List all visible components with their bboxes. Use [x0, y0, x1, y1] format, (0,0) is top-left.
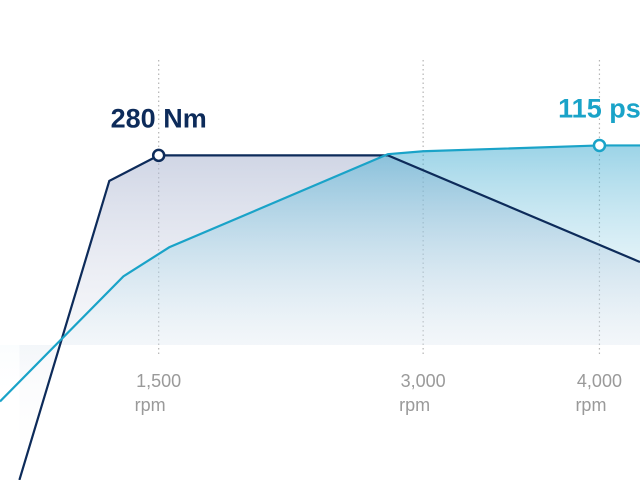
x-tick-label: 4,000 [577, 371, 622, 391]
peak-marker [592, 138, 607, 153]
series-area [0, 145, 640, 402]
peak-label: 280 Nm [111, 103, 207, 133]
peak-label: 115 ps [558, 93, 640, 123]
x-unit-label: rpm [399, 395, 430, 415]
x-tick-label: 3,000 [401, 371, 446, 391]
peak-marker [151, 148, 166, 163]
x-unit-label: rpm [575, 395, 606, 415]
x-tick-label: 1,500 [136, 371, 181, 391]
x-unit-label: rpm [135, 395, 166, 415]
